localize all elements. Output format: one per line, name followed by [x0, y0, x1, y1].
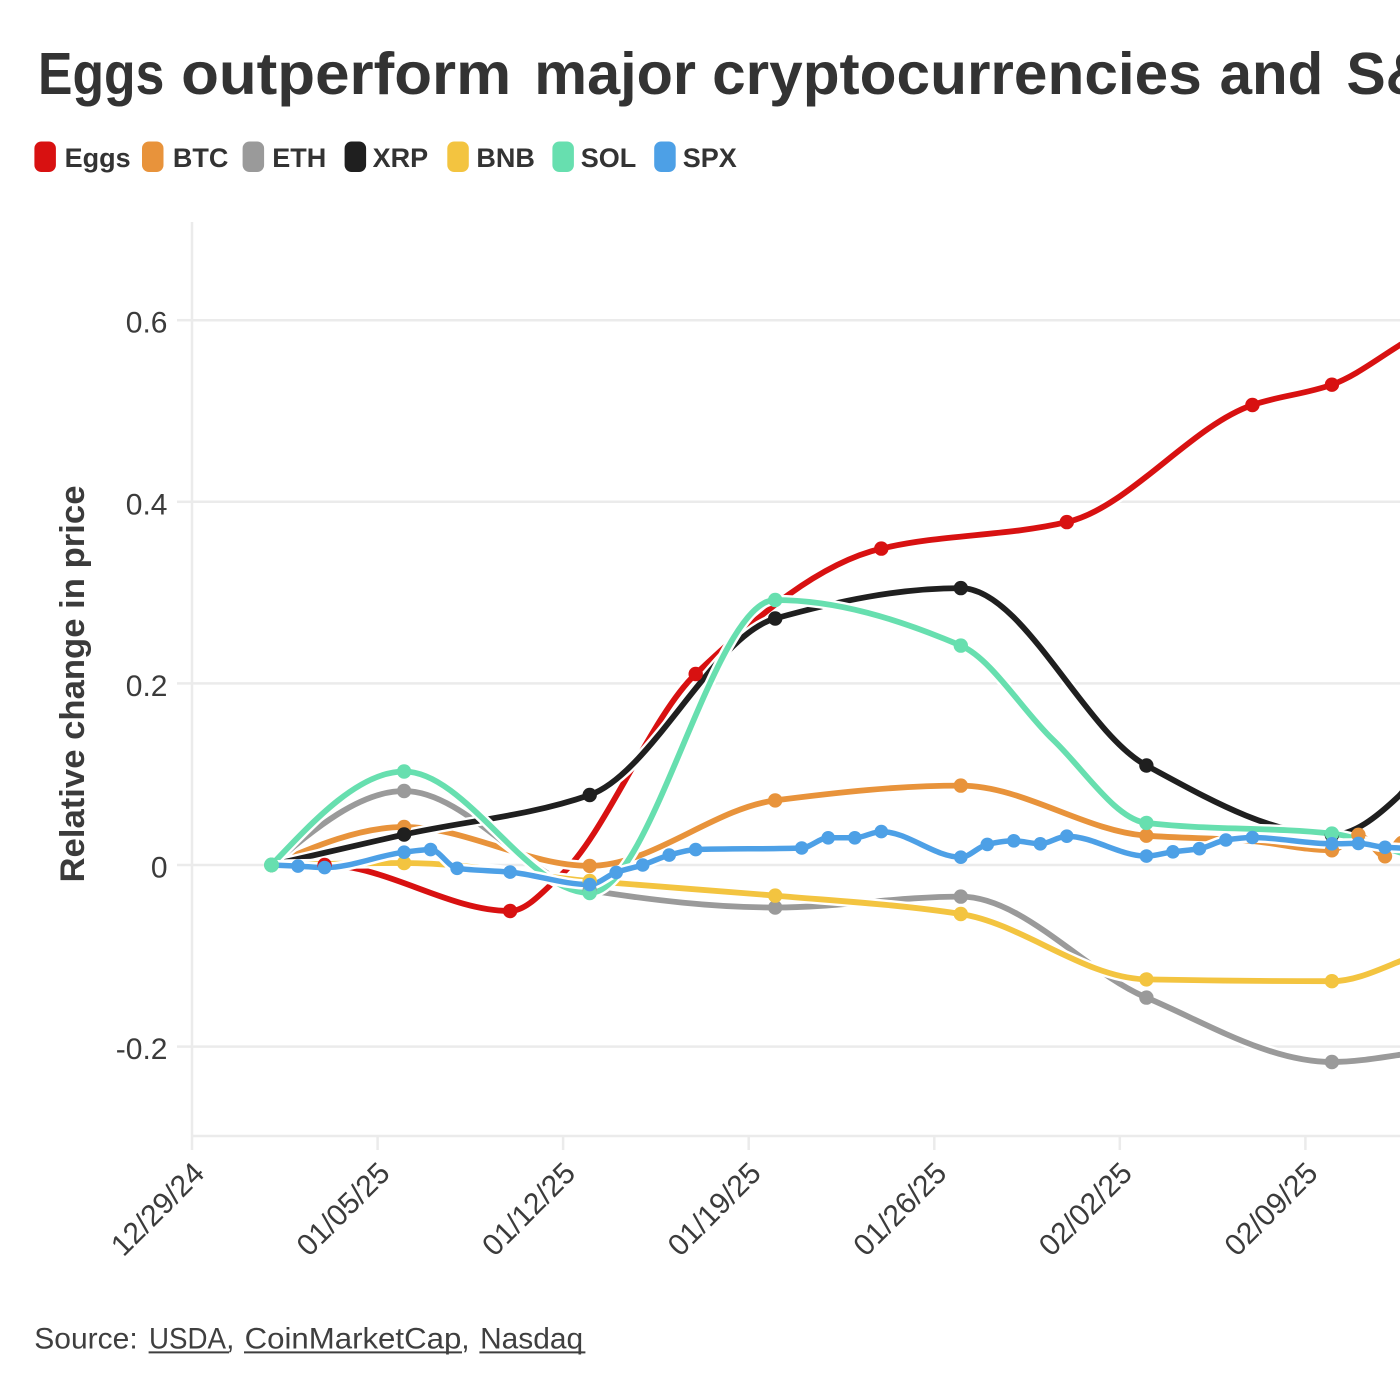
- svg-text:0: 0: [151, 852, 168, 885]
- svg-text:01/26/25: 01/26/25: [847, 1157, 953, 1263]
- svg-text:outperform: outperform: [181, 41, 511, 107]
- svg-text:SPX: SPX: [683, 143, 737, 173]
- svg-text:USDA: USDA: [149, 1323, 226, 1356]
- svg-text:-0.2: -0.2: [116, 1033, 168, 1066]
- svg-text:Nasdaq: Nasdaq: [480, 1323, 583, 1356]
- svg-text:02/02/25: 02/02/25: [1033, 1157, 1139, 1263]
- svg-text:01/05/25: 01/05/25: [291, 1157, 397, 1263]
- svg-text:0.4: 0.4: [126, 488, 168, 521]
- svg-text:XRP: XRP: [373, 143, 429, 173]
- svg-text:SOL: SOL: [581, 143, 637, 173]
- svg-text:Relative change in price: Relative change in price: [54, 486, 92, 883]
- svg-text:and: and: [1220, 41, 1324, 107]
- svg-text:0.6: 0.6: [126, 307, 168, 340]
- svg-text:CoinMarketCap: CoinMarketCap: [245, 1323, 462, 1356]
- svg-text:02/09/25: 02/09/25: [1218, 1157, 1324, 1263]
- svg-text:BNB: BNB: [476, 143, 535, 173]
- svg-text:Source:: Source:: [34, 1323, 137, 1356]
- svg-text:S&P: S&P: [1346, 41, 1400, 107]
- svg-text:0.2: 0.2: [126, 670, 168, 703]
- svg-text:BTC: BTC: [173, 143, 229, 173]
- svg-text:major: major: [534, 41, 696, 107]
- svg-text:cryptocurrencies: cryptocurrencies: [712, 41, 1202, 107]
- svg-text:,: ,: [226, 1323, 234, 1356]
- svg-text:,: ,: [461, 1323, 469, 1356]
- svg-text:ETH: ETH: [272, 143, 326, 173]
- svg-text:Eggs: Eggs: [38, 41, 164, 107]
- svg-text:01/12/25: 01/12/25: [476, 1157, 582, 1263]
- svg-text:12/29/24: 12/29/24: [105, 1157, 211, 1263]
- svg-text:01/19/25: 01/19/25: [662, 1157, 768, 1263]
- svg-text:Eggs: Eggs: [65, 143, 131, 173]
